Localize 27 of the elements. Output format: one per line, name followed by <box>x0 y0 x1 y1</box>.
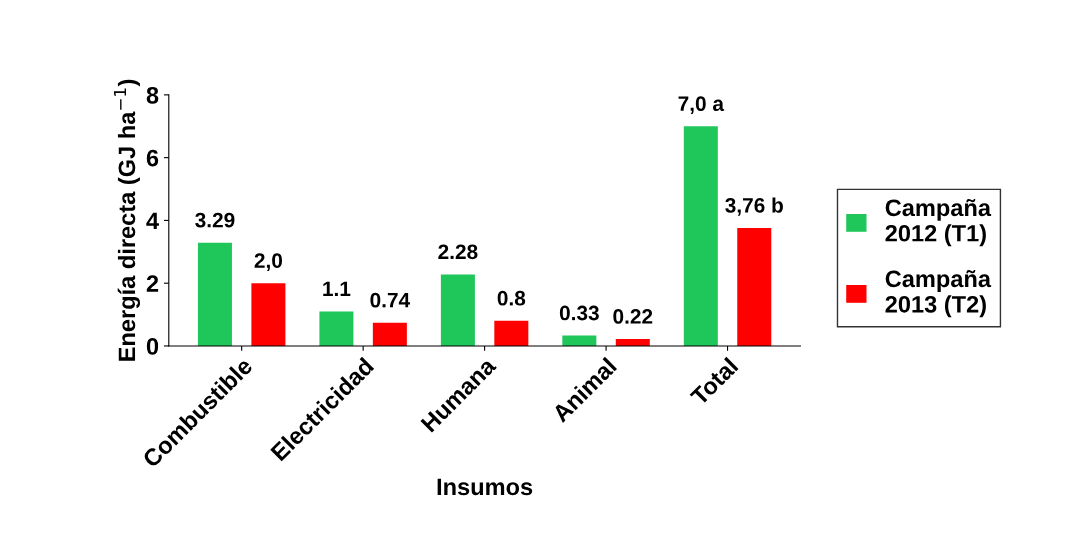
data-label: 3.29 <box>195 212 235 228</box>
bar <box>319 311 354 346</box>
data-label: 0.74 <box>370 292 411 308</box>
legend-label: Campaña 2013 (T2) <box>885 269 992 318</box>
y-tick-label: 2 <box>146 275 159 292</box>
data-label: 2,0 <box>254 253 283 271</box>
data-label: 7,0 a <box>678 96 725 115</box>
bar <box>197 242 232 346</box>
y-tick-label: 8 <box>146 86 159 104</box>
data-label: 2.28 <box>438 244 478 260</box>
bar <box>494 320 529 346</box>
data-label: 0.8 <box>497 290 526 306</box>
y-tick-label: 4 <box>146 212 159 229</box>
x-axis-title: Insumos <box>437 478 533 496</box>
legend-label: Campaña 2012 (T1) <box>885 198 992 247</box>
data-label: 0.22 <box>613 309 653 324</box>
data-label: 1.1 <box>323 281 351 296</box>
y-axis-title: Energía directa (GJ ha$^{−1}$) <box>113 79 141 361</box>
bar <box>251 283 286 346</box>
data-label: 3,76 b <box>725 197 783 216</box>
bar <box>737 227 772 346</box>
bar <box>683 126 718 346</box>
bar <box>440 274 475 346</box>
bar <box>372 322 407 346</box>
y-tick-label: 6 <box>146 149 159 167</box>
y-tick-label: 0 <box>146 338 159 355</box>
data-label: 0.33 <box>559 305 599 321</box>
